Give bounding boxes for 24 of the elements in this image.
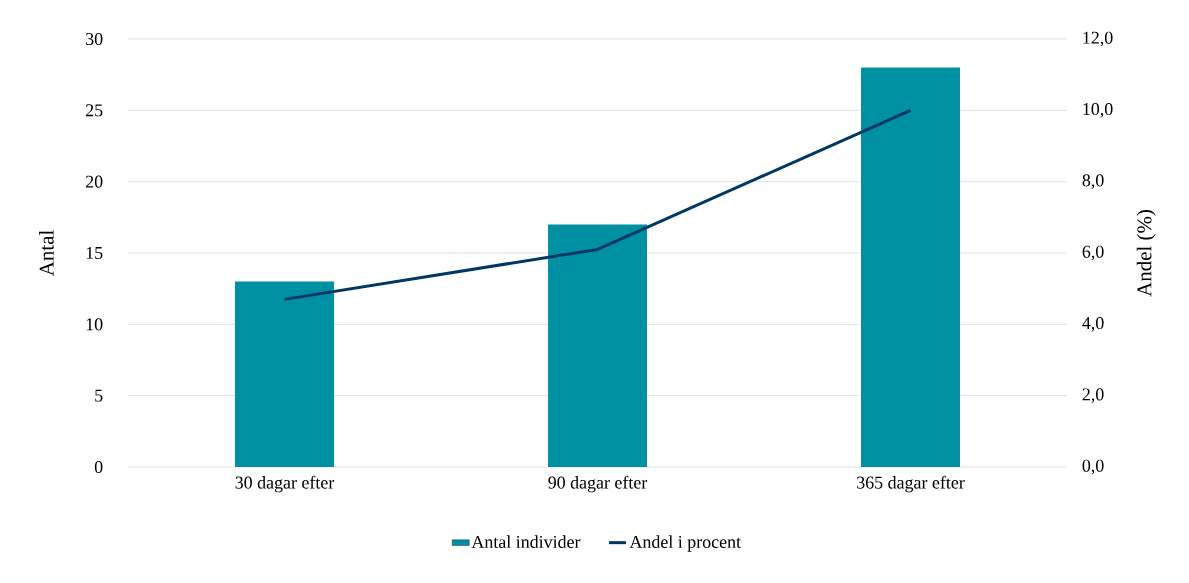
bar [548, 224, 647, 467]
bar [861, 67, 961, 467]
x-tick-label: 365 dagar efter [857, 475, 965, 493]
y-tick-label: 5 [95, 389, 103, 402]
y2-tick-label: 4,0 [1082, 316, 1104, 332]
y-tick-label: 15 [86, 246, 103, 259]
y-tick-label: 25 [86, 104, 103, 117]
y-axis-title: Antal [39, 230, 54, 277]
y-tick-label: 20 [86, 175, 103, 188]
x-tick-label: 30 dagar efter [235, 475, 335, 493]
y2-tick-label: 12,0 [1083, 31, 1113, 47]
y-tick-label: 0 [94, 460, 103, 474]
y2-tick-label: 2,0 [1082, 388, 1104, 404]
y2-tick-label: 10,0 [1083, 102, 1113, 118]
bar [235, 281, 334, 467]
y2-axis-title: Andel (%) [1136, 210, 1156, 297]
legend-label: Andel i procent [629, 535, 741, 552]
y2-tick-label: 8,0 [1082, 174, 1104, 190]
y-tick-label: 30 [86, 32, 103, 46]
y2-tick-label: 6,0 [1082, 245, 1104, 261]
y-tick-label: 10 [86, 318, 103, 331]
y2-tick-label: 0,0 [1082, 459, 1104, 475]
legend-label: Antal individer [471, 535, 581, 548]
x-tick-label: 90 dagar efter [548, 475, 648, 493]
